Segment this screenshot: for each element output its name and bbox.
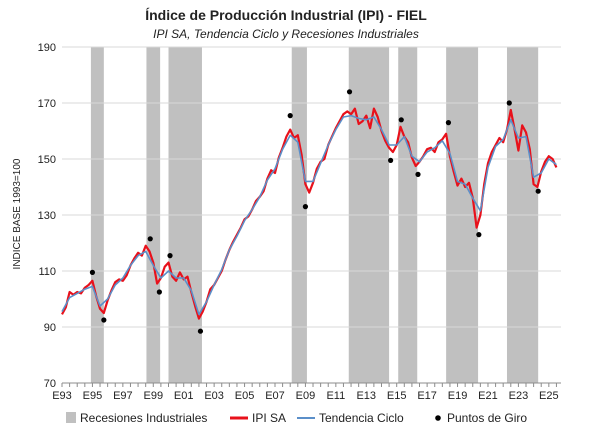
x-tick-label: E23 xyxy=(509,390,529,402)
chart-subtitle: IPI SA, Tendencia Ciclo y Recesiones Ind… xyxy=(153,27,419,41)
legend-ipi-sa-label: IPI SA xyxy=(252,411,286,425)
turning-point xyxy=(398,117,404,123)
legend-turning-points-label: Puntos de Giro xyxy=(447,411,527,425)
turning-point xyxy=(167,253,173,259)
y-tick-label: 170 xyxy=(38,98,56,110)
turning-point xyxy=(415,171,421,177)
legend-recession-label: Recesiones Industriales xyxy=(80,411,207,425)
x-tick-label: E95 xyxy=(83,390,103,402)
y-axis-label: INDICE BASE 1993=100 xyxy=(12,158,23,269)
y-tick-label: 130 xyxy=(38,210,56,222)
y-tick-label: 70 xyxy=(44,378,56,390)
legend-turning-points-swatch xyxy=(435,415,441,421)
y-tick-label: 190 xyxy=(38,42,56,54)
x-tick-label: E09 xyxy=(296,390,316,402)
turning-point xyxy=(535,188,541,194)
chart-title: Índice de Producción Industrial (IPI) - … xyxy=(145,7,427,23)
turning-point xyxy=(302,204,309,210)
x-tick-label: E99 xyxy=(143,390,163,402)
y-tick-label: 90 xyxy=(44,322,56,334)
turning-point xyxy=(388,157,394,163)
legend: Recesiones Industriales IPI SA Tendencia C… xyxy=(66,411,527,425)
series-ipi-sa xyxy=(61,107,558,320)
turning-point xyxy=(287,113,293,119)
x-tick-label: E03 xyxy=(204,390,224,402)
axes: 70 90 110 130 150 170 190 E93 E95 E97 E99 E01 E03 E05… xyxy=(38,42,561,402)
x-tick-label: E25 xyxy=(539,390,559,402)
legend-recession-swatch xyxy=(66,412,76,423)
x-tick-label: E21 xyxy=(478,390,498,402)
turning-point xyxy=(197,328,204,334)
x-tick-label: E07 xyxy=(265,390,285,402)
x-tick-label: E11 xyxy=(326,390,345,402)
x-tick-label: E93 xyxy=(52,390,72,402)
legend-trend-label: Tendencia Ciclo xyxy=(319,411,404,425)
x-tick-label: E19 xyxy=(448,390,468,402)
y-tick-label: 150 xyxy=(38,154,56,166)
turning-point xyxy=(156,289,162,295)
turning-point xyxy=(147,236,153,242)
x-tick-label: E17 xyxy=(417,390,437,402)
x-tick-label: E97 xyxy=(113,390,133,402)
x-tick-label: E05 xyxy=(235,390,255,402)
turning-point xyxy=(89,269,96,275)
y-tick-label: 110 xyxy=(38,266,56,278)
gridlines xyxy=(62,46,561,328)
turning-points xyxy=(89,89,541,334)
x-tick-label: E15 xyxy=(387,390,407,402)
series xyxy=(61,107,558,320)
turning-point xyxy=(346,89,353,95)
turning-point xyxy=(445,120,452,126)
turning-point xyxy=(506,100,512,106)
series-tendencia-ciclo xyxy=(61,114,557,316)
turning-point xyxy=(101,317,107,323)
x-tick-label: E13 xyxy=(356,390,376,402)
x-tick-label: E01 xyxy=(174,390,194,402)
turning-point xyxy=(476,232,482,238)
